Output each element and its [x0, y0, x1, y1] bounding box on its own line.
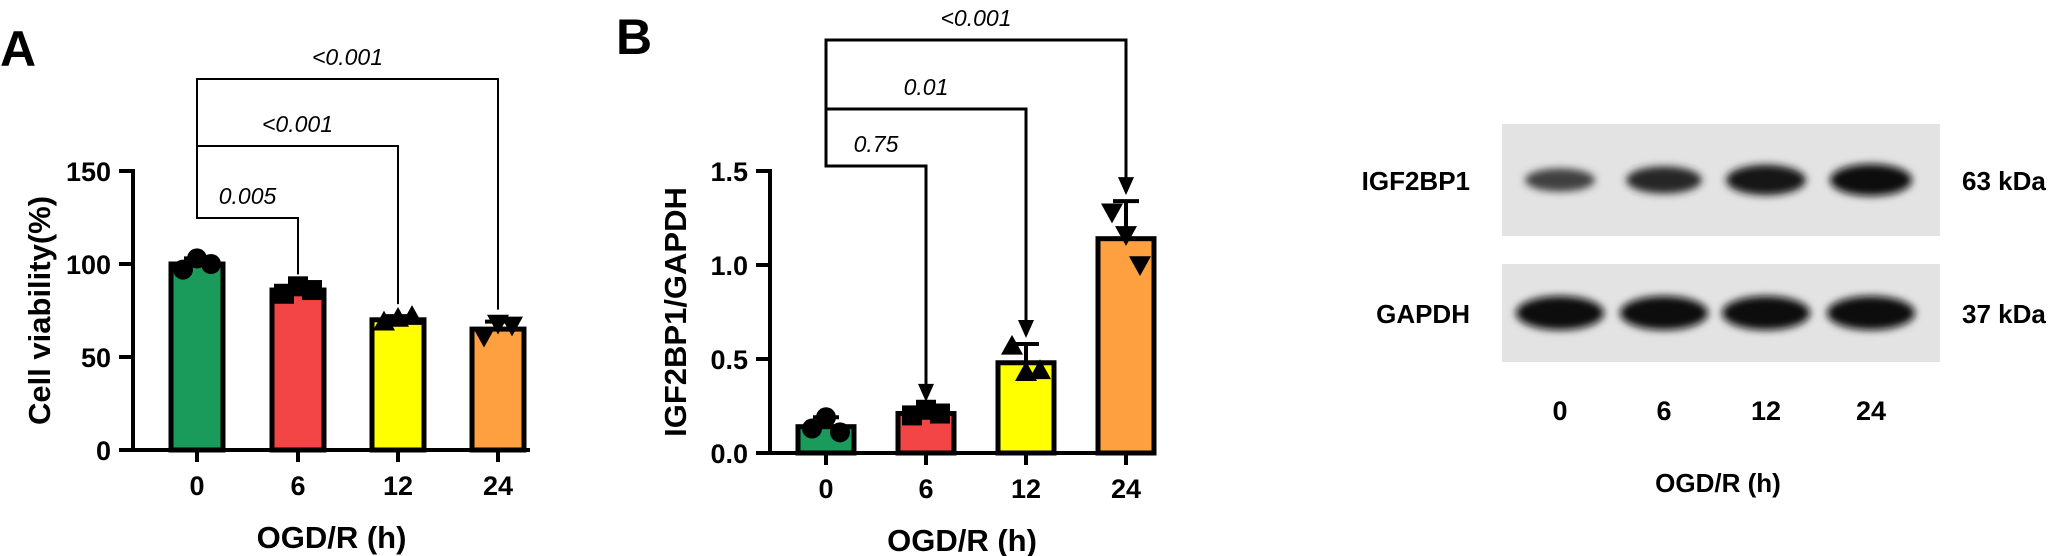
blot-protein-label: IGF2BP1 — [1362, 166, 1470, 196]
chart-b-y-tick-label: 0.0 — [710, 439, 748, 469]
blot-band-gapdh — [1620, 296, 1708, 330]
chart-b-data-point — [930, 403, 950, 424]
chart-b-p-value: 0.75 — [854, 131, 899, 157]
blot-protein-label: GAPDH — [1376, 299, 1470, 329]
chart-b-bracket-arrow — [918, 383, 934, 402]
blot-band-gapdh — [1722, 296, 1810, 330]
blot-band-igf2bp1 — [1830, 164, 1912, 196]
chart-b-p-value: <0.001 — [941, 5, 1012, 31]
chart-b-data-point — [1001, 334, 1023, 355]
chart-a-p-value: <0.001 — [262, 111, 333, 137]
chart-a-p-value: 0.005 — [219, 183, 277, 209]
chart-a-y-tick-label: 150 — [66, 157, 111, 187]
chart-b-bracket-arrow — [1118, 177, 1134, 196]
chart-b-data-point — [1115, 226, 1137, 246]
chart-b-y-tick-label: 1.0 — [710, 251, 748, 281]
blot-lane-label: 6 — [1656, 396, 1671, 426]
panel-a-label: A — [0, 21, 36, 77]
chart-a-bar — [269, 287, 327, 453]
blot-lane-label: 24 — [1856, 396, 1886, 426]
chart-a-p-value: <0.001 — [312, 44, 383, 70]
chart-a-data-point — [201, 254, 221, 274]
chart-b-bar — [1095, 236, 1157, 456]
blot-band-gapdh — [1827, 296, 1915, 330]
chart-b-data-point — [1029, 359, 1051, 380]
chart-b-x-tick-label: 0 — [818, 474, 833, 504]
chart-b-data-point — [802, 418, 822, 439]
panel-a-chart: A 0 50 100 150 0 6 12 24 OGD/R (h) Cell viability… — [0, 21, 530, 555]
chart-a-bar — [168, 261, 226, 453]
chart-a-data-point — [401, 305, 423, 325]
panel-b-label: B — [616, 9, 652, 65]
western-blot: IGF2BP1 63 kDa GAPDH 37 kDa 0 6 12 24 OGD/R (h) — [1362, 124, 2046, 498]
chart-b-comparison-bracket — [824, 38, 1128, 190]
chart-b-x-tick-label: 12 — [1011, 474, 1041, 504]
chart-a-x-tick-label: 6 — [290, 471, 305, 501]
chart-a-comparison-bracket — [196, 130, 399, 305]
chart-b-y-axis-title: IGF2BP1/GAPDH — [658, 187, 693, 437]
chart-b-data-point — [816, 407, 836, 428]
chart-b-data-point — [1101, 203, 1123, 224]
chart-a-x-tick-label: 24 — [483, 471, 513, 501]
chart-a-x-tick-label: 0 — [189, 471, 204, 501]
chart-a-comparison-bracket — [196, 78, 499, 310]
blot-lane-label: 0 — [1552, 396, 1567, 426]
chart-b-comparison-bracket — [824, 120, 928, 396]
chart-a-y-tick-label: 100 — [66, 250, 111, 280]
chart-a-x-axis-title: OGD/R (h) — [257, 520, 407, 555]
chart-a-data-point — [501, 316, 523, 337]
blot-band-igf2bp1 — [1525, 168, 1595, 192]
chart-a-y-tick-label: 0 — [96, 436, 111, 466]
chart-b-x-axis-title: OGD/R (h) — [887, 523, 1037, 556]
chart-b-data-point — [830, 422, 850, 443]
blot-x-axis-title: OGD/R (h) — [1655, 468, 1781, 498]
chart-b-x-tick-label: 24 — [1111, 474, 1141, 504]
blot-band-igf2bp1 — [1726, 164, 1806, 196]
chart-a-bar — [469, 326, 527, 453]
chart-b-p-value: 0.01 — [904, 74, 949, 100]
chart-a-y-tick-label: 50 — [81, 343, 111, 373]
chart-b-y-tick-label: 0.5 — [710, 345, 748, 375]
blot-band-gapdh — [1516, 296, 1604, 330]
chart-b-y-tick-label: 1.5 — [710, 157, 748, 187]
blot-band-igf2bp1 — [1626, 166, 1702, 194]
blot-size-label: 63 kDa — [1962, 166, 2046, 196]
chart-a-data-point — [173, 259, 193, 280]
chart-a-data-point — [302, 280, 322, 301]
chart-b-data-point — [1129, 256, 1151, 276]
blot-size-label: 37 kDa — [1962, 299, 2046, 329]
panel-b-chart: B 0.0 0.5 1.0 1.5 0 6 12 24 OGD/R (h) IGF2BP1/GAP… — [616, 5, 1157, 556]
chart-b-x-tick-label: 6 — [918, 474, 933, 504]
chart-a-data-point — [473, 327, 495, 348]
chart-a-x-tick-label: 12 — [383, 471, 413, 501]
chart-a-comparison-bracket — [196, 130, 299, 275]
blot-lane-label: 12 — [1751, 396, 1781, 426]
chart-a-y-axis-title: Cell viability(%) — [22, 196, 57, 425]
chart-b-bracket-arrow — [1018, 319, 1034, 338]
chart-a-bar — [369, 317, 427, 453]
